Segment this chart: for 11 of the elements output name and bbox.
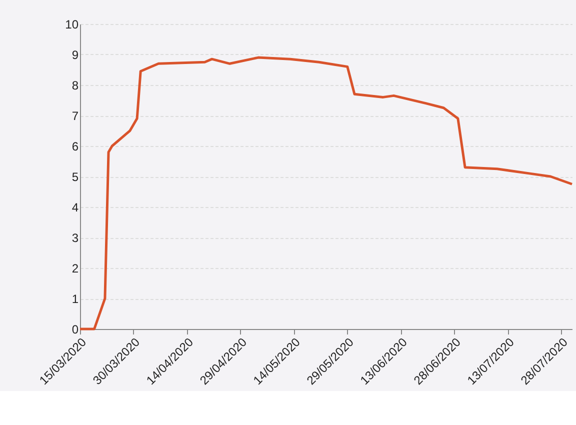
y-tick-label: 0 <box>72 322 79 336</box>
y-tick-label: 3 <box>72 231 79 245</box>
y-tick-label: 4 <box>72 200 79 214</box>
y-tick-label: 5 <box>72 170 79 184</box>
y-tick-label: 7 <box>72 109 79 123</box>
y-tick-label: 9 <box>72 48 79 62</box>
y-tick-label: 6 <box>72 140 79 154</box>
y-tick-label: 2 <box>72 262 79 276</box>
y-tick-label: 1 <box>72 292 79 306</box>
y-tick-label: 10 <box>65 18 79 32</box>
y-tick-label: 8 <box>72 78 79 92</box>
